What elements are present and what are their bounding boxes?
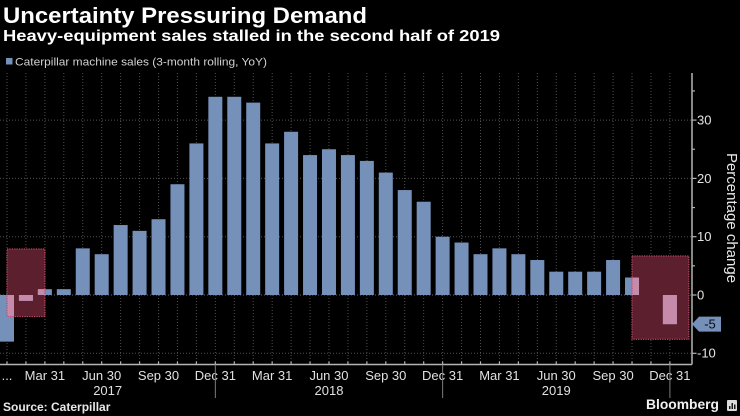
- x-axis-ticks: ... Mar 31 Jun 30 Sep 30 Dec 31 Mar 31 Jun 30 S…: [2, 361, 691, 383]
- bar: [208, 96, 223, 295]
- highlight-box-border: [631, 255, 690, 340]
- bar-highlighted-segment: [662, 295, 677, 325]
- x-tick-label: Mar 31: [252, 368, 292, 383]
- last-value-badge-shape: [692, 316, 721, 332]
- x-tick-label: Jun 30: [309, 368, 348, 383]
- highlight-region: [632, 255, 689, 340]
- year-label: 2017: [93, 383, 122, 398]
- bar: [189, 143, 204, 295]
- year-labels: 2017 2018 2019: [93, 364, 671, 398]
- bar: [378, 172, 393, 295]
- bar: [94, 254, 109, 295]
- y-tick-label: 10: [697, 229, 711, 244]
- highlight-borders: [6, 248, 690, 340]
- last-value-label: -5: [704, 317, 716, 332]
- bar: [265, 143, 280, 295]
- bar: [397, 190, 412, 295]
- year-label: 2019: [542, 383, 571, 398]
- bar-highlighted-segment: [632, 277, 640, 295]
- bar: [227, 96, 242, 295]
- bar: [473, 254, 488, 295]
- bar: [568, 271, 583, 295]
- y-tick-label: 20: [697, 171, 711, 186]
- bloomberg-chart-icon: [727, 400, 737, 411]
- y-tick-label: 30: [697, 113, 711, 128]
- chart-subtitle: Heavy-equipment sales stalled in the sec…: [3, 28, 500, 45]
- bar: [511, 254, 526, 295]
- bar: [606, 260, 621, 295]
- bar-highlighted-segment: [7, 295, 14, 317]
- bar: [587, 271, 602, 295]
- bar: [113, 225, 128, 295]
- y-axis-ticks: -10 0 10 20 30: [692, 90, 716, 361]
- bar: [340, 155, 355, 295]
- bar: [151, 219, 166, 295]
- bar: [132, 230, 147, 295]
- x-tick-label: Mar 31: [25, 368, 65, 383]
- source-note: Source: Caterpillar: [3, 400, 111, 414]
- x-tick-label: Sep 30: [365, 368, 406, 383]
- bar: [359, 160, 374, 295]
- legend: Caterpillar machine sales (3-month rolli…: [6, 57, 267, 69]
- highlighted-bar-segments: [7, 277, 677, 325]
- bar: [549, 271, 564, 295]
- x-tick-label: ...: [2, 368, 13, 383]
- y-tick-label: 0: [697, 287, 704, 302]
- bar: [56, 289, 71, 295]
- bar: [75, 248, 90, 295]
- year-label: 2018: [315, 383, 344, 398]
- legend-label: Caterpillar machine sales (3-month rolli…: [15, 57, 267, 69]
- bar: [416, 201, 431, 295]
- x-tick-label: Jun 30: [82, 368, 121, 383]
- chart-title: Uncertainty Pressuring Demand: [3, 3, 367, 28]
- bar: [170, 184, 185, 295]
- x-tick-label: Sep 30: [138, 368, 179, 383]
- y-tick-label: -10: [697, 346, 716, 361]
- legend-swatch: [6, 58, 13, 65]
- y-axis-title: Percentage change: [723, 153, 740, 283]
- bar-highlighted-segment: [37, 289, 45, 295]
- x-tick-label: Mar 31: [479, 368, 519, 383]
- bar: [492, 248, 507, 295]
- bar: [284, 131, 299, 295]
- bar: [246, 102, 261, 295]
- bar: [530, 260, 545, 295]
- bar: [454, 242, 469, 295]
- x-tick-label: Jun 30: [537, 368, 576, 383]
- x-tick-label: Sep 30: [592, 368, 633, 383]
- bar: [435, 236, 450, 295]
- bar: [321, 149, 336, 295]
- last-value-badge: -5: [692, 317, 721, 332]
- bar: [303, 155, 318, 295]
- bloomberg-logo-text: Bloomberg: [646, 396, 719, 412]
- bar-highlighted-segment: [18, 295, 33, 301]
